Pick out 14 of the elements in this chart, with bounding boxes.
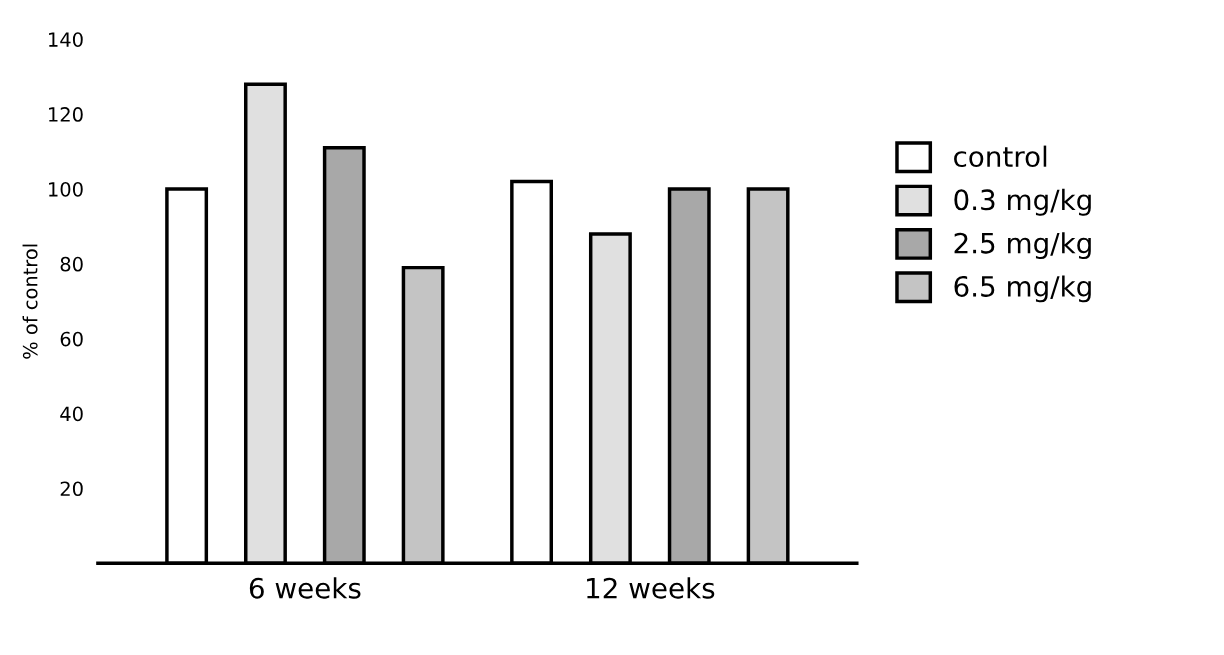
y-tick-label: 80 bbox=[60, 256, 83, 272]
legend-label: 6.5 mg/kg bbox=[954, 275, 1091, 303]
legend-label: 2.5 mg/kg bbox=[954, 232, 1091, 260]
y-tick-label: 40 bbox=[60, 406, 83, 422]
y-axis-title: % of control bbox=[22, 244, 38, 359]
y-tick-label: 120 bbox=[49, 107, 83, 122]
y-tick-label: 100 bbox=[49, 181, 83, 197]
x-tick-label: 6 weeks bbox=[249, 577, 361, 599]
y-tick-label: 20 bbox=[60, 481, 83, 497]
legend-label: 0.3 mg/kg bbox=[954, 188, 1091, 216]
x-tick-label: 12 weeks bbox=[587, 577, 715, 599]
y-tick-label: 60 bbox=[60, 331, 83, 347]
y-tick-label: 140 bbox=[49, 32, 83, 47]
legend-label: control bbox=[954, 145, 1047, 168]
